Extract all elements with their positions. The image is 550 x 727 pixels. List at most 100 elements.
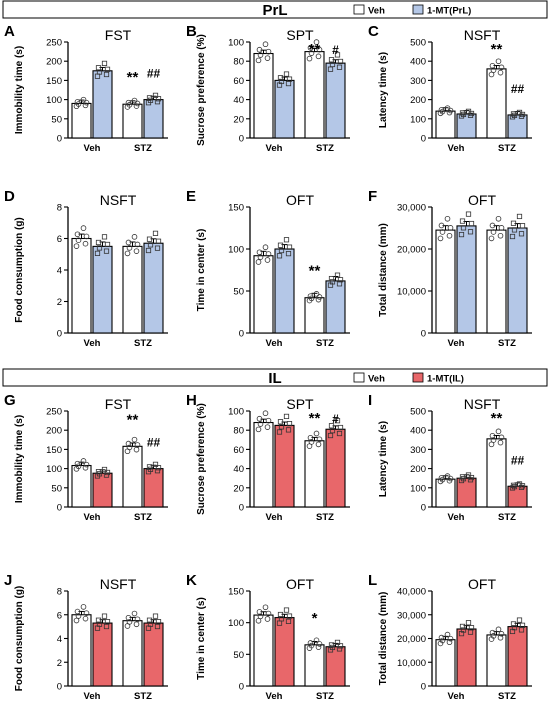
data-point xyxy=(495,626,502,633)
bar-veh-veh xyxy=(253,255,274,334)
data-point xyxy=(262,244,269,251)
panel-letter: A xyxy=(4,23,15,40)
y-tick-label: 30,000 xyxy=(397,610,426,621)
significance-marker: ** xyxy=(309,410,321,427)
significance-marker: ## xyxy=(147,67,161,81)
data-point xyxy=(283,607,290,613)
panel-letter: G xyxy=(4,392,16,409)
category-label: STZ xyxy=(498,691,516,702)
data-point xyxy=(315,441,322,448)
data-point xyxy=(285,251,292,257)
y-tick-label: 50 xyxy=(233,287,244,298)
panel-title: OFT xyxy=(468,192,496,208)
data-point xyxy=(328,57,335,63)
category-label: STZ xyxy=(134,338,152,349)
data-point xyxy=(519,622,526,628)
data-point xyxy=(278,78,285,85)
data-point xyxy=(96,621,103,627)
y-tick-label: 100 xyxy=(410,483,426,494)
significance-marker: ** xyxy=(491,410,503,427)
data-point xyxy=(307,293,314,299)
y-tick-label: 80 xyxy=(233,426,244,437)
y-tick-label: 30,000 xyxy=(397,203,426,214)
data-point xyxy=(276,253,283,259)
data-point xyxy=(336,646,343,652)
data-point xyxy=(101,60,108,67)
y-tick-label: 10,000 xyxy=(397,658,426,669)
data-point xyxy=(80,458,87,464)
data-point xyxy=(255,426,262,433)
panel-title: OFT xyxy=(468,576,496,592)
data-point xyxy=(489,62,496,69)
y-axis-label: Total distance (mm) xyxy=(378,592,389,686)
bar-stz-treatment xyxy=(143,622,164,687)
bar-veh-veh xyxy=(253,614,274,687)
data-point xyxy=(497,439,504,446)
bar-veh-treatment xyxy=(456,628,477,687)
bar-stz-treatment xyxy=(143,99,164,139)
data-point xyxy=(315,644,322,650)
category-label: Veh xyxy=(266,143,283,154)
data-point xyxy=(95,65,102,71)
y-axis-label: Sucrose preference (%) xyxy=(196,34,207,146)
data-point xyxy=(257,52,264,58)
y-tick-label: 0 xyxy=(57,329,62,340)
category-label: STZ xyxy=(134,691,152,702)
bar-stz-treatment xyxy=(507,485,528,508)
y-tick-label: 100 xyxy=(46,464,62,475)
significance-marker: ## xyxy=(511,82,525,96)
legend-swatch-treatment xyxy=(412,4,424,15)
category-label: Veh xyxy=(266,512,283,523)
data-point xyxy=(497,69,504,76)
y-tick-label: 100 xyxy=(46,95,62,106)
data-point xyxy=(125,614,132,621)
category-label: Veh xyxy=(84,338,101,349)
panel-letter: D xyxy=(4,188,15,205)
data-point xyxy=(308,50,315,56)
data-point xyxy=(101,234,108,240)
y-tick-label: 150 xyxy=(46,76,62,87)
y-tick-label: 20,000 xyxy=(397,634,426,645)
category-label: STZ xyxy=(316,338,334,349)
data-point xyxy=(73,617,80,624)
y-tick-label: 400 xyxy=(410,57,426,68)
data-point xyxy=(511,227,518,233)
data-point xyxy=(444,215,451,222)
data-point xyxy=(498,225,505,231)
y-tick-label: 8 xyxy=(57,203,62,214)
bar-veh-treatment xyxy=(456,225,477,334)
bar-veh-treatment xyxy=(92,70,113,139)
data-point xyxy=(262,41,269,48)
panel-l: L OFT Total distance (mm) 0 10,000 20,000 30,0… xyxy=(368,572,532,702)
bar-veh-treatment xyxy=(92,245,113,334)
data-point xyxy=(133,621,140,628)
y-axis-label: Food consumption (g) xyxy=(14,217,25,323)
data-point xyxy=(495,58,502,65)
data-point xyxy=(438,222,445,229)
data-point xyxy=(95,617,102,623)
significance-marker: ## xyxy=(511,453,525,467)
data-point xyxy=(277,419,284,425)
data-point xyxy=(133,248,140,254)
data-point xyxy=(95,239,102,246)
significance-marker: ** xyxy=(127,69,139,86)
panel-letter: H xyxy=(186,392,197,409)
data-point xyxy=(278,247,285,254)
data-point xyxy=(95,469,102,475)
data-point xyxy=(489,222,496,229)
category-label: Veh xyxy=(266,338,283,349)
panel-g: G FST Immobility time (s) 0 50 100 150 200 250 Ve… xyxy=(4,392,168,523)
data-point xyxy=(147,621,154,627)
data-point xyxy=(104,469,111,476)
data-point xyxy=(283,71,290,77)
y-axis-label: Time in center (s) xyxy=(196,229,207,312)
data-point xyxy=(286,244,293,250)
data-point xyxy=(134,100,141,107)
y-tick-label: 20 xyxy=(233,483,244,494)
category-label: Veh xyxy=(448,691,465,702)
y-tick-label: 6 xyxy=(57,610,62,621)
section-header-prl xyxy=(2,0,548,19)
data-point xyxy=(460,225,467,231)
bar-veh-treatment xyxy=(456,113,477,139)
category-label: STZ xyxy=(316,512,334,523)
